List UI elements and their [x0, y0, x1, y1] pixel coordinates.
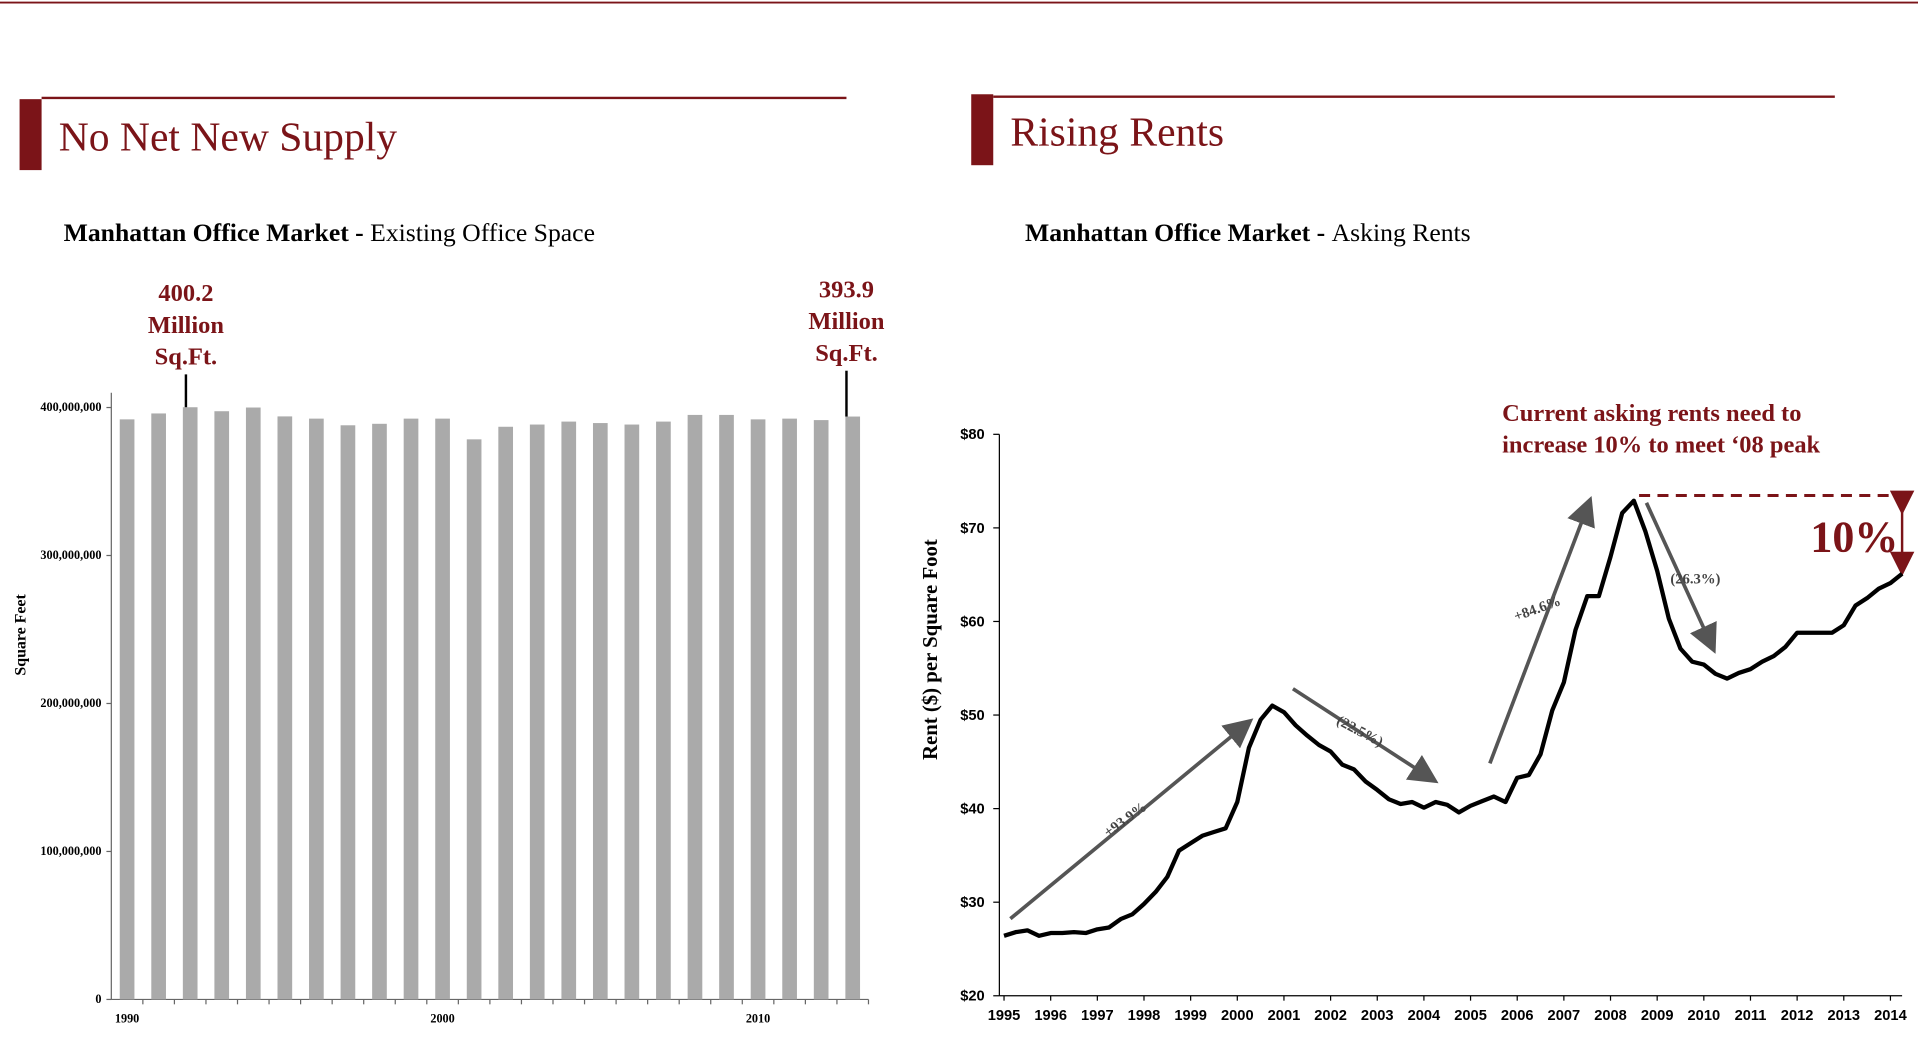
callout: increase 10% to meet ‘08 peak [1502, 432, 1820, 459]
x-tick-label: 2014 [1874, 1008, 1907, 1024]
bar [592, 423, 608, 1000]
arrow [1009, 718, 1254, 921]
x-tick-label: 1998 [1128, 1008, 1161, 1024]
y-tick-label: 100,000,000 [40, 844, 101, 858]
x-tick-label: 2000 [1221, 1008, 1254, 1024]
bar [182, 407, 198, 1000]
bar [403, 418, 419, 1000]
bar [750, 419, 766, 1000]
chart-title: Manhattan Office Market - Asking Rents [1025, 218, 1471, 247]
heading-bar [19, 99, 42, 171]
title: Manhattan Office Market - [64, 218, 364, 247]
trend-arrows [1009, 495, 1717, 921]
arrow [1488, 495, 1595, 765]
trend-label: (22.5%) [1334, 713, 1386, 751]
bar [372, 423, 387, 1000]
y-tick-label: 200,000,000 [40, 696, 101, 710]
y-tick-label: $20 [960, 989, 984, 1005]
x-tick-label: 2000 [430, 1012, 454, 1026]
arrow [1291, 687, 1439, 784]
y-tick-label: 300,000,000 [40, 548, 101, 562]
bar [782, 418, 797, 1000]
x-tick-label: 1997 [1081, 1008, 1114, 1024]
bar [561, 421, 577, 1000]
chart-title: Manhattan Office Market - Existing Offic… [64, 218, 595, 247]
annotation: Million [808, 308, 884, 335]
annotation: Sq.Ft. [815, 340, 878, 367]
x-tick-label: 2010 [1688, 1008, 1721, 1024]
bar [719, 414, 734, 1000]
x-tick-label: 2001 [1268, 1008, 1301, 1024]
heading: Rising Rents [1010, 109, 1224, 155]
x-tick-label: 2012 [1781, 1008, 1814, 1024]
heading: No Net New Supply [59, 114, 398, 160]
callout-value: 10% [1810, 513, 1898, 562]
arrow [1644, 502, 1717, 654]
heading-bar [971, 94, 994, 166]
x-tick-label: 1990 [115, 1012, 139, 1026]
y-tick-label: $70 [960, 521, 984, 537]
line [1003, 498, 1904, 938]
trend-label: +93.9% [1101, 799, 1150, 841]
bar [119, 419, 135, 1000]
subtitle: Existing Office Space [370, 218, 595, 247]
y-axis-label: Rent ($) per Square Foot [919, 539, 942, 760]
x-tick-label: 2003 [1361, 1008, 1394, 1024]
x-tick-label: 2006 [1501, 1008, 1534, 1024]
x-tick-label: 2007 [1548, 1008, 1581, 1024]
subtitle: Asking Rents [1332, 218, 1471, 247]
annotation: Sq.Ft. [155, 344, 218, 371]
bar [498, 426, 514, 1000]
y-tick-label: $40 [960, 802, 984, 818]
bar [656, 421, 671, 1000]
y-axis-label: Square Feet [13, 594, 30, 676]
title: Manhattan Office Market - [1025, 218, 1325, 247]
bar [277, 416, 293, 1000]
bar [529, 424, 545, 1000]
x-tick-label: 2009 [1641, 1008, 1674, 1024]
bar [813, 420, 829, 1000]
callout: Current asking rents need to [1502, 400, 1801, 427]
y-tick-label: $80 [960, 427, 984, 443]
x-tick-label: 2002 [1314, 1008, 1347, 1024]
x-tick-label: 2013 [1827, 1008, 1860, 1024]
bar [309, 418, 324, 1000]
annotation: Million [148, 312, 224, 339]
annotation: 393.9 [819, 276, 874, 303]
y-tick-label: $50 [960, 708, 984, 724]
x-tick-label: 1999 [1174, 1008, 1207, 1024]
x-tick-label: 1995 [988, 1008, 1021, 1024]
bar [214, 411, 230, 1000]
y-tick-label: $60 [960, 614, 984, 630]
x-tick-label: 2011 [1735, 1008, 1767, 1024]
y-tick-label: 400,000,000 [40, 400, 101, 414]
bar [245, 407, 261, 1000]
bar [340, 425, 356, 1000]
bar [151, 413, 166, 1000]
bar [624, 424, 640, 1000]
x-tick-label: 1996 [1034, 1008, 1067, 1024]
trend-label: (26.3%) [1670, 572, 1720, 588]
x-tick-label: 2008 [1594, 1008, 1627, 1024]
bar [687, 414, 703, 1000]
trend-label: +84.6% [1512, 593, 1563, 625]
bar [845, 416, 861, 1000]
bar [466, 439, 482, 1000]
annotation: 400.2 [158, 280, 213, 307]
y-tick-label: 0 [95, 992, 101, 1006]
x-tick-label: 2004 [1408, 1008, 1441, 1024]
y-tick-label: $30 [960, 895, 984, 911]
x-tick-label: 2010 [746, 1012, 770, 1026]
bar [435, 418, 450, 1000]
x-tick-label: 2005 [1454, 1008, 1487, 1024]
